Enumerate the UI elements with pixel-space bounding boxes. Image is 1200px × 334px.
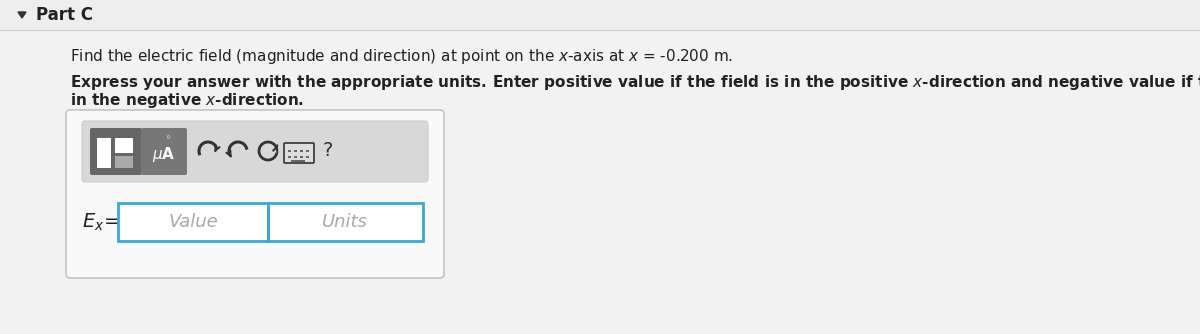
FancyBboxPatch shape <box>118 203 268 241</box>
FancyBboxPatch shape <box>284 143 314 163</box>
Text: ?: ? <box>323 142 334 161</box>
Polygon shape <box>18 12 26 18</box>
FancyBboxPatch shape <box>300 150 302 152</box>
Text: $\mu$A: $\mu$A <box>152 146 176 165</box>
Text: °: ° <box>166 135 170 145</box>
Text: Units: Units <box>322 213 368 231</box>
FancyBboxPatch shape <box>142 128 187 175</box>
Text: Express your answer with the appropriate units. Enter positive value if the fiel: Express your answer with the appropriate… <box>70 72 1200 92</box>
FancyBboxPatch shape <box>115 156 133 168</box>
Text: Part C: Part C <box>36 6 94 24</box>
Text: Find the electric field (magnitude and direction) at point on the $x$-axis at $x: Find the electric field (magnitude and d… <box>70 46 733 65</box>
FancyBboxPatch shape <box>66 110 444 278</box>
FancyBboxPatch shape <box>115 138 133 153</box>
FancyBboxPatch shape <box>300 156 302 158</box>
FancyBboxPatch shape <box>82 121 428 182</box>
Text: in the negative $x$-direction.: in the negative $x$-direction. <box>70 92 304 111</box>
FancyBboxPatch shape <box>0 0 1200 30</box>
FancyBboxPatch shape <box>97 138 112 168</box>
FancyBboxPatch shape <box>288 150 292 152</box>
Text: Value: Value <box>168 213 218 231</box>
FancyBboxPatch shape <box>294 156 298 158</box>
FancyBboxPatch shape <box>288 156 292 158</box>
FancyBboxPatch shape <box>292 160 305 162</box>
FancyBboxPatch shape <box>306 156 310 158</box>
FancyBboxPatch shape <box>268 203 424 241</box>
Text: =: = <box>104 212 120 231</box>
FancyBboxPatch shape <box>294 150 298 152</box>
FancyBboxPatch shape <box>90 128 142 175</box>
FancyBboxPatch shape <box>306 150 310 152</box>
Text: $E_x$: $E_x$ <box>82 211 104 233</box>
